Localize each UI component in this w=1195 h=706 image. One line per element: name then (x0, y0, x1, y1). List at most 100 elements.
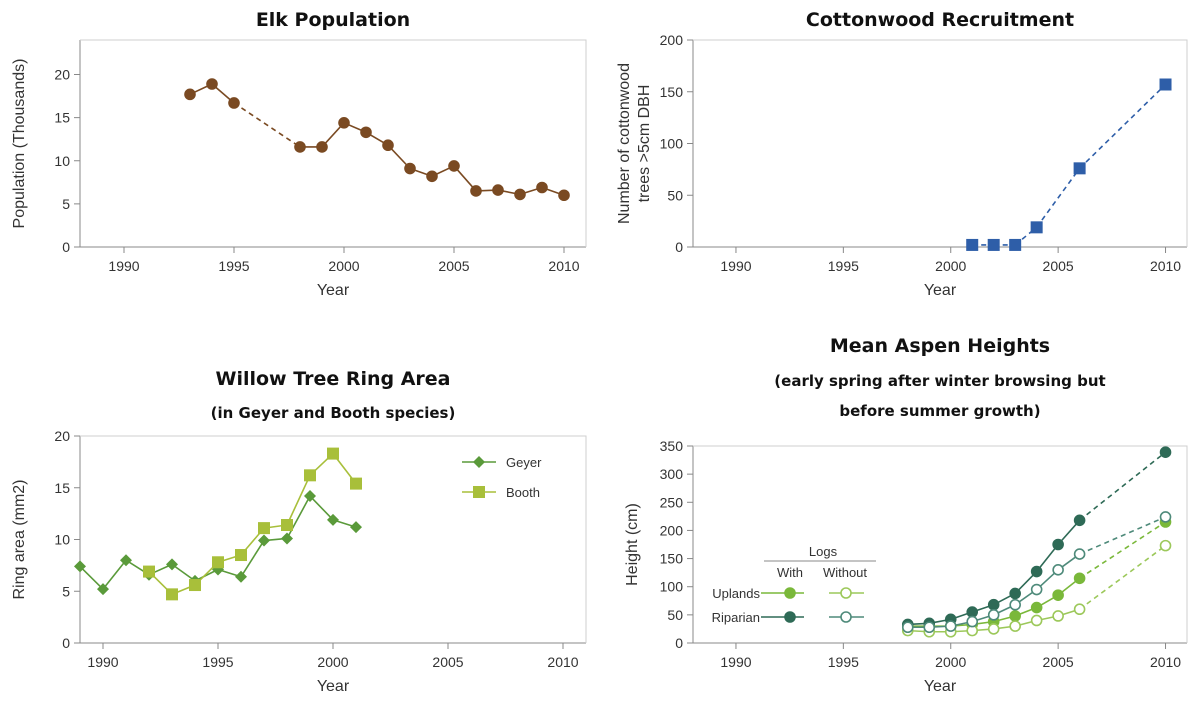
data-point (338, 117, 350, 129)
legend-row-label: Riparian (712, 610, 760, 625)
x-tick-label: 2005 (1043, 654, 1074, 670)
data-point (1159, 78, 1172, 91)
data-point (304, 490, 316, 503)
data-point (74, 560, 86, 573)
data-point (1030, 614, 1043, 627)
x-axis-label: Year (924, 282, 957, 299)
chart-subtitle-line: (early spring after winter browsing but (774, 372, 1105, 390)
y-tick-label: 20 (54, 67, 70, 83)
series-geyer (74, 490, 362, 596)
x-tick-label: 1995 (218, 258, 249, 274)
data-point (235, 549, 247, 562)
axis-lines (79, 40, 586, 248)
series-1 (966, 78, 1172, 251)
x-tick-label: 1990 (108, 258, 139, 274)
x-tick-label: 1990 (720, 258, 751, 274)
chart-title: Mean Aspen Heights (830, 335, 1050, 357)
plot-border (693, 445, 1188, 643)
data-point (281, 519, 293, 532)
legend-header: Logs (809, 544, 838, 559)
data-point (1009, 587, 1021, 600)
series-segment (286, 495, 311, 539)
data-point (304, 469, 316, 482)
x-tick-label: 2010 (1150, 654, 1181, 670)
y-tick-label: 50 (667, 187, 683, 203)
data-point (143, 565, 155, 578)
chart-2: Cottonwood Recruitment 0 50 100 150 200 1990 19… (616, 9, 1188, 299)
data-point (350, 521, 362, 534)
data-point (1052, 564, 1064, 576)
data-point (294, 141, 306, 153)
y-tick-label: 0 (62, 239, 70, 255)
data-point (166, 558, 178, 571)
data-point (360, 126, 372, 139)
y-tick-label: 5 (62, 196, 70, 212)
chart-title: Willow Tree Ring Area (215, 368, 450, 390)
data-point (1030, 583, 1043, 596)
data-point (1009, 598, 1021, 611)
series-segment (240, 540, 265, 578)
data-point (1030, 565, 1043, 578)
y-axis-label-line: trees >5cm DBH (636, 85, 653, 203)
data-point (258, 522, 270, 535)
x-tick-label: 2010 (1150, 258, 1181, 274)
chart-4: Mean Aspen Heights (early spring after wi… (624, 335, 1188, 695)
x-tick-label: 1995 (202, 654, 233, 670)
y-tick-label: 10 (54, 153, 70, 169)
x-tick-label: 1990 (720, 654, 751, 670)
data-point (558, 189, 570, 202)
data-point (327, 513, 339, 526)
legend-marker (473, 486, 485, 498)
data-point (1052, 610, 1064, 622)
data-point (382, 139, 394, 152)
data-point (966, 238, 979, 251)
data-point (166, 588, 178, 601)
data-point (987, 623, 1000, 635)
data-point (184, 88, 196, 101)
data-point (470, 185, 482, 197)
x-tick-label: 2000 (317, 654, 348, 670)
data-point (235, 570, 247, 583)
series-segment (1036, 167, 1081, 228)
x-tick-label: 2005 (438, 258, 469, 274)
legend-column: With (777, 565, 803, 580)
legend: Geyer Booth (462, 455, 542, 500)
chart-title: Cottonwood Recruitment (806, 9, 1074, 31)
legend-column: Without (823, 565, 867, 580)
data-point (923, 621, 936, 634)
chart-title: Elk Population (256, 9, 410, 31)
data-point (212, 556, 224, 569)
data-point (944, 620, 957, 632)
x-tick-label: 1995 (828, 258, 859, 274)
plot-border (80, 435, 587, 643)
chart-1: Elk Population 0 5 10 15 20 1990 1995 2000 2005 20… (11, 9, 587, 299)
x-tick-label: 2010 (548, 258, 579, 274)
y-tick-label: 15 (54, 110, 70, 126)
axis-lines (692, 446, 1187, 644)
y-tick-label: 150 (660, 84, 684, 100)
data-point (327, 447, 339, 460)
y-tick-label: 0 (675, 239, 683, 255)
series-segment (1079, 544, 1166, 610)
series-segment (1079, 521, 1166, 579)
y-tick-label: 200 (660, 522, 684, 538)
series-segment (1079, 516, 1166, 555)
y-axis-label: Height (cm) (624, 503, 641, 586)
y-tick-label: 300 (660, 466, 684, 482)
data-point (1009, 610, 1021, 622)
data-point (1073, 603, 1086, 616)
data-point (281, 532, 293, 545)
legend-marker (840, 587, 852, 599)
data-point (1052, 589, 1064, 601)
data-point (1009, 238, 1022, 251)
data-point (120, 554, 132, 567)
x-tick-label: 2000 (328, 258, 359, 274)
series-booth (143, 447, 362, 601)
data-point (1159, 446, 1172, 458)
data-point (1073, 572, 1086, 585)
data-point (448, 160, 460, 172)
y-tick-label: 15 (54, 480, 70, 496)
data-point (1159, 539, 1172, 552)
plot-border (693, 39, 1188, 247)
data-point (1030, 221, 1043, 234)
